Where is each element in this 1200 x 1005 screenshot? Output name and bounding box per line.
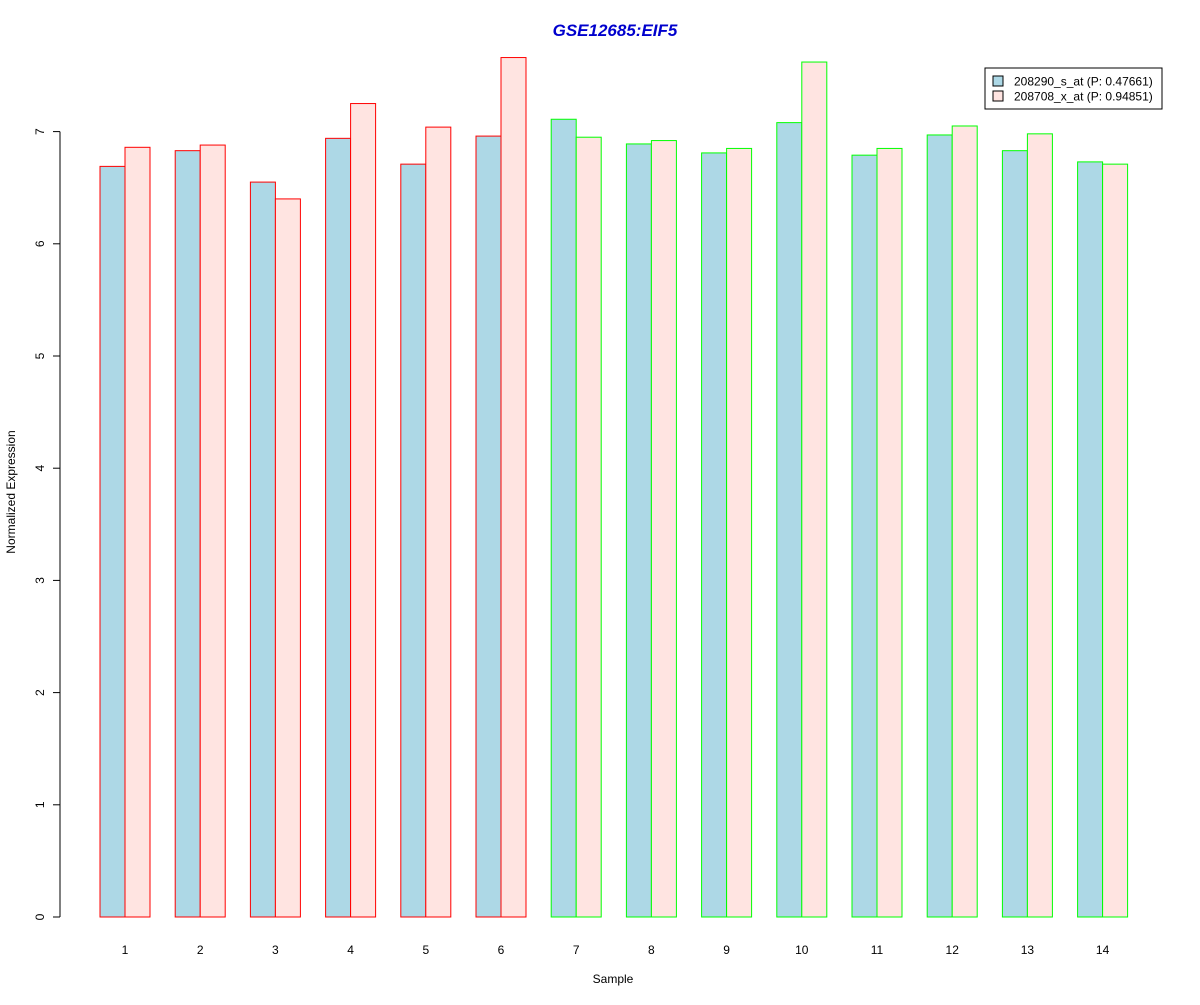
- bar-series-2-sample-5: [425, 126, 452, 918]
- legend-label-series-1: 208290_s_at (P: 0.47661): [1014, 75, 1153, 89]
- bar-series-1-sample-13: [1001, 150, 1028, 918]
- x-tick-label: 7: [573, 943, 580, 957]
- bar-series-2-sample-6: [500, 57, 527, 918]
- x-tick-label: 10: [795, 943, 809, 957]
- bar-series-1-sample-1: [99, 165, 126, 918]
- x-tick-label: 6: [498, 943, 505, 957]
- x-tick-label: 11: [871, 943, 884, 957]
- y-tick-label: 3: [33, 577, 47, 584]
- x-tick-label: 1: [122, 943, 129, 957]
- y-axis-label: Normalized Expression: [4, 430, 18, 553]
- bar-series-1-sample-10: [776, 122, 803, 918]
- x-tick-label: 4: [347, 943, 354, 957]
- bar-series-1-sample-5: [400, 163, 427, 918]
- bar-series-2-sample-2: [199, 144, 226, 918]
- y-tick-label: 4: [33, 465, 47, 472]
- y-tick-label: 0: [33, 913, 47, 920]
- bars-group: [99, 57, 1129, 918]
- x-axis-label: Sample: [593, 972, 634, 986]
- bar-series-1-sample-2: [174, 150, 201, 918]
- bar-series-2-sample-13: [1026, 133, 1053, 918]
- bar-series-2-sample-8: [650, 140, 677, 918]
- bar-series-2-sample-12: [951, 125, 978, 918]
- bar-series-2-sample-1: [124, 146, 151, 918]
- bar-series-2-sample-9: [726, 147, 753, 918]
- bar-series-1-sample-7: [550, 118, 577, 918]
- x-tick-label: 14: [1096, 943, 1110, 957]
- x-tick-label: 9: [723, 943, 730, 957]
- x-tick-label: 12: [946, 943, 960, 957]
- x-tick-label: 3: [272, 943, 279, 957]
- y-axis: 0 1 2 3 4 5 6 7: [33, 128, 61, 920]
- legend-swatch-series-2: [992, 90, 1004, 102]
- x-tick-label: 5: [422, 943, 429, 957]
- bar-series-1-sample-6: [475, 135, 502, 918]
- bar-series-2-sample-11: [876, 147, 903, 918]
- bar-series-2-sample-10: [801, 61, 828, 918]
- y-tick-label: 2: [33, 689, 47, 696]
- x-tick-label: 2: [197, 943, 204, 957]
- x-tick-label: 8: [648, 943, 655, 957]
- y-tick-label: 5: [33, 352, 47, 359]
- y-tick-label: 1: [33, 801, 47, 808]
- bar-series-2-sample-4: [350, 103, 377, 918]
- legend: 208290_s_at (P: 0.47661) 208708_x_at (P:…: [984, 67, 1163, 110]
- legend-swatch-series-1: [992, 75, 1004, 87]
- y-tick-label: 6: [33, 240, 47, 247]
- bar-series-1-sample-12: [926, 134, 953, 918]
- bar-series-1-sample-4: [325, 137, 352, 918]
- bar-series-1-sample-8: [625, 143, 652, 918]
- legend-label-series-2: 208708_x_at (P: 0.94851): [1014, 90, 1153, 104]
- bar-series-1-sample-9: [701, 152, 728, 918]
- bar-series-2-sample-7: [575, 136, 602, 918]
- bar-series-1-sample-11: [851, 154, 878, 918]
- x-tick-label: 13: [1021, 943, 1035, 957]
- x-tick-labels: 1 2 3 4 5 6 7 8 9 10 11 12 13 14: [122, 943, 1110, 957]
- y-tick-label: 7: [33, 128, 47, 135]
- legend-box: [984, 67, 1163, 110]
- bar-series-2-sample-14: [1102, 163, 1129, 918]
- chart-title: GSE12685:EIF5: [553, 21, 678, 40]
- bar-series-1-sample-14: [1077, 161, 1104, 918]
- bar-series-1-sample-3: [249, 181, 276, 918]
- bar-series-2-sample-3: [274, 198, 301, 918]
